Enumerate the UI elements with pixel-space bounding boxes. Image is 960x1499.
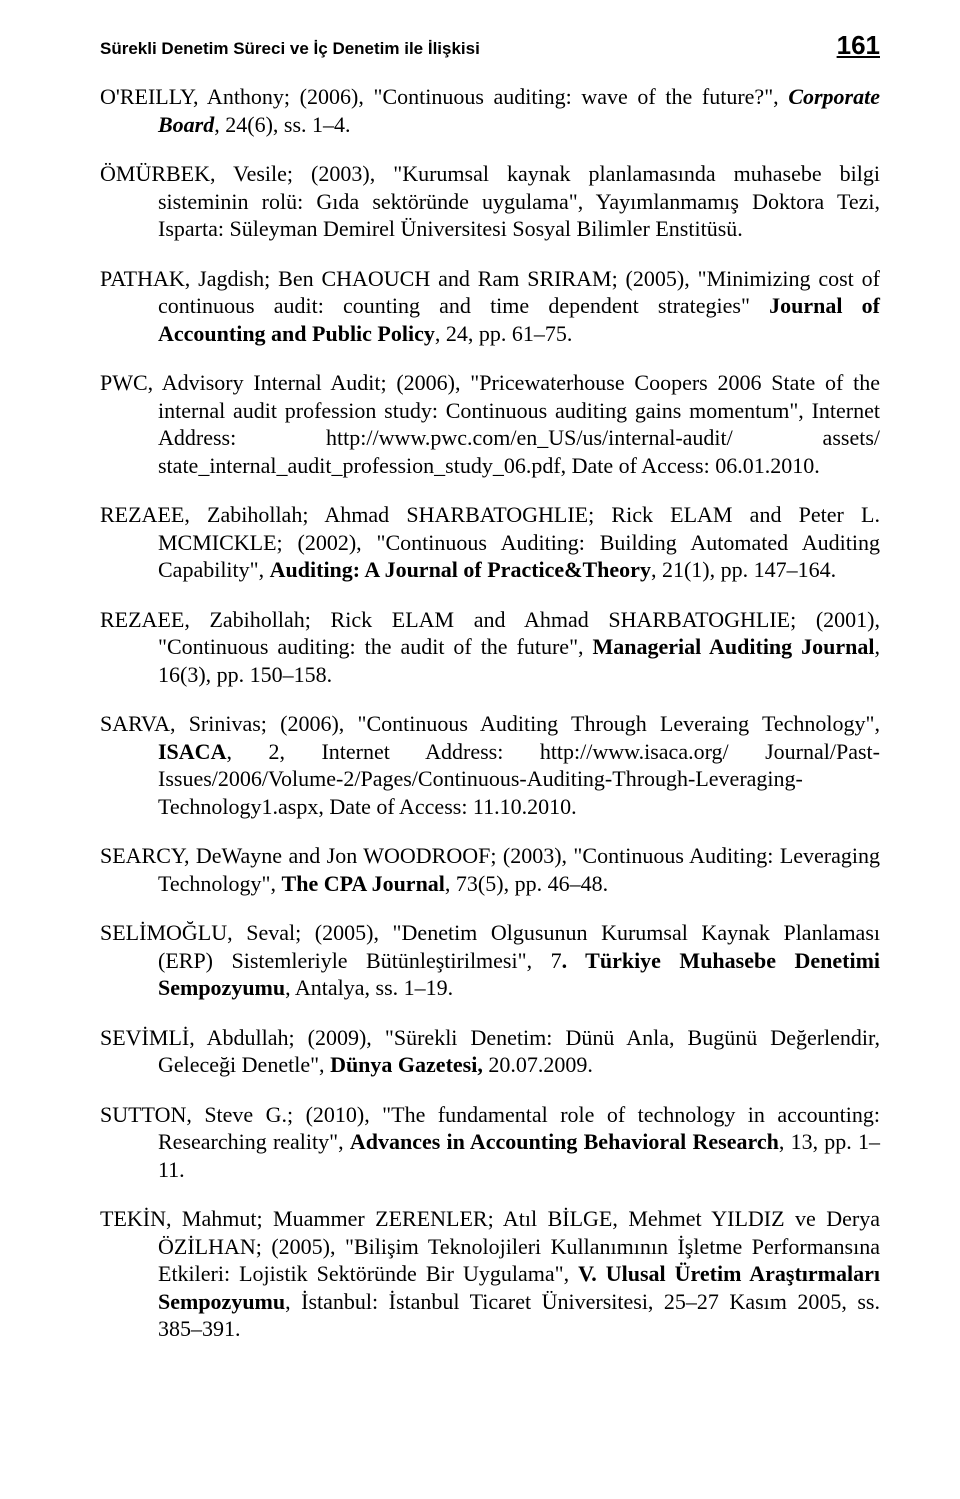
reference-entry: PATHAK, Jagdish; Ben CHAOUCH and Ram SRI…: [100, 265, 880, 348]
ref-text: , 73(5), pp. 46–48.: [445, 871, 608, 896]
ref-journal: The CPA Journal: [282, 871, 445, 896]
ref-text: , 24(6), ss. 1–4.: [214, 112, 350, 137]
running-title: Sürekli Denetim Süreci ve İç Denetim ile…: [100, 39, 480, 59]
ref-text: PWC, Advisory Internal Audit; (2006), "P…: [100, 370, 880, 478]
ref-text: SARVA, Srinivas; (2006), "Continuous Aud…: [100, 711, 880, 736]
ref-text: ÖMÜRBEK, Vesile; (2003), "Kurumsal kayna…: [100, 161, 880, 241]
reference-entry: SARVA, Srinivas; (2006), "Continuous Aud…: [100, 710, 880, 820]
reference-entry: SELİMOĞLU, Seval; (2005), "Denetim Olgus…: [100, 919, 880, 1002]
reference-entry: REZAEE, Zabihollah; Rick ELAM and Ahmad …: [100, 606, 880, 689]
ref-journal: Dünya Gazetesi,: [330, 1052, 483, 1077]
page-container: Sürekli Denetim Süreci ve İç Denetim ile…: [0, 0, 960, 1395]
reference-entry: O'REILLY, Anthony; (2006), "Continuous a…: [100, 83, 880, 138]
reference-entry: ÖMÜRBEK, Vesile; (2003), "Kurumsal kayna…: [100, 160, 880, 243]
reference-entry: REZAEE, Zabihollah; Ahmad SHARBATOGHLIE;…: [100, 501, 880, 584]
ref-text: , Antalya, ss. 1–19.: [285, 975, 453, 1000]
ref-text: , 24, pp. 61–75.: [435, 321, 573, 346]
ref-text: , 21(1), pp. 147–164.: [651, 557, 836, 582]
page-number: 161: [837, 30, 880, 61]
ref-journal: ISACA: [158, 739, 226, 764]
ref-text: 20.07.2009.: [483, 1052, 593, 1077]
ref-text: PATHAK, Jagdish; Ben CHAOUCH and Ram SRI…: [100, 266, 880, 319]
ref-text: O'REILLY, Anthony; (2006), "Continuous a…: [100, 84, 788, 109]
reference-entry: SUTTON, Steve G.; (2010), "The fundament…: [100, 1101, 880, 1184]
reference-entry: SEVİMLİ, Abdullah; (2009), "Sürekli Dene…: [100, 1024, 880, 1079]
ref-journal: Auditing: A Journal of Practice&Theory: [270, 557, 651, 582]
ref-journal: Managerial Auditing Journal: [593, 634, 875, 659]
ref-journal: Advances in Accounting Behavioral Resear…: [350, 1129, 779, 1154]
reference-entry: TEKİN, Mahmut; Muammer ZERENLER; Atıl Bİ…: [100, 1205, 880, 1343]
page-header: Sürekli Denetim Süreci ve İç Denetim ile…: [100, 30, 880, 61]
reference-entry: SEARCY, DeWayne and Jon WOODROOF; (2003)…: [100, 842, 880, 897]
reference-entry: PWC, Advisory Internal Audit; (2006), "P…: [100, 369, 880, 479]
ref-text: , 2, Internet Address: http://www.isaca.…: [158, 739, 880, 819]
